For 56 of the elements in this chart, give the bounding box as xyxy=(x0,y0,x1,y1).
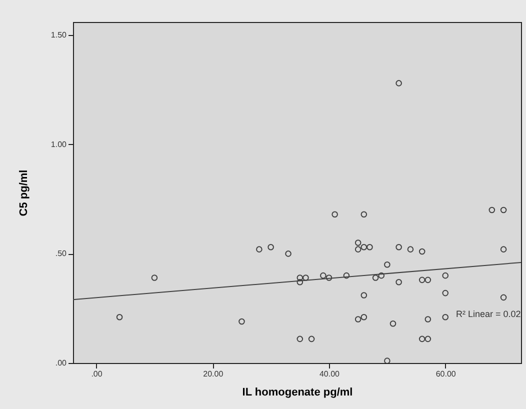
point xyxy=(424,336,432,342)
point xyxy=(442,272,449,279)
point xyxy=(332,211,338,218)
point xyxy=(151,274,158,281)
point xyxy=(384,261,390,268)
point xyxy=(390,320,396,327)
point xyxy=(360,292,368,298)
x-tick-label: .00 xyxy=(91,370,103,378)
point xyxy=(396,244,402,250)
annotation: R² Linear = 0.02 xyxy=(456,309,521,319)
point xyxy=(500,246,507,252)
point xyxy=(488,206,496,214)
point xyxy=(396,80,402,86)
point xyxy=(442,290,449,296)
point xyxy=(407,246,414,252)
point xyxy=(424,276,432,284)
point xyxy=(372,274,379,281)
point xyxy=(418,248,426,255)
point xyxy=(366,244,373,250)
point xyxy=(320,272,326,279)
point xyxy=(354,246,362,252)
y-tick-label: 1.00 xyxy=(50,140,68,149)
x-tick-label: 60.00 xyxy=(436,370,456,378)
point xyxy=(296,278,304,286)
point xyxy=(296,336,304,342)
point xyxy=(302,274,309,281)
point xyxy=(268,244,274,250)
point xyxy=(418,276,426,284)
point xyxy=(343,272,350,279)
point xyxy=(500,206,507,214)
point xyxy=(360,244,368,250)
point xyxy=(256,246,262,252)
point xyxy=(308,336,315,342)
point xyxy=(360,314,368,320)
point xyxy=(396,278,402,286)
point xyxy=(354,240,362,246)
y-tick-label: 1.50 xyxy=(50,30,68,40)
x-tick-label: 20.00 xyxy=(203,370,224,378)
point xyxy=(326,274,332,281)
point xyxy=(354,316,362,322)
point xyxy=(424,316,432,322)
point xyxy=(378,272,385,279)
point xyxy=(500,294,507,301)
y-tick-label: .50 xyxy=(55,249,68,258)
point xyxy=(296,274,304,281)
point xyxy=(442,314,449,320)
y-axis-title: C5 pg/ml xyxy=(18,170,30,216)
y-tick-label: .00 xyxy=(55,358,68,368)
point xyxy=(285,250,292,257)
point xyxy=(360,211,368,218)
point xyxy=(116,314,123,320)
x-tick-label: 40.00 xyxy=(319,370,340,378)
point xyxy=(384,358,390,363)
point xyxy=(238,318,245,325)
x-axis-title: IL homogenate pg/ml xyxy=(242,386,353,398)
point xyxy=(418,336,426,342)
